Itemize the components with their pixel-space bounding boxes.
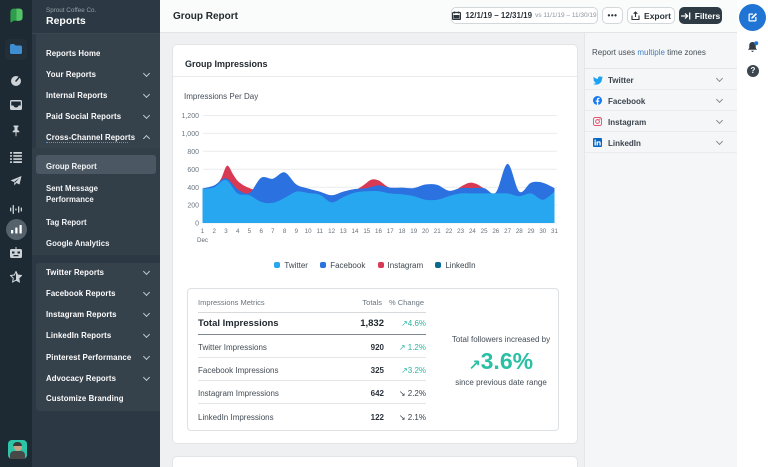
svg-text:18: 18 [399, 228, 406, 235]
svg-text:22: 22 [445, 228, 452, 235]
svg-text:13: 13 [340, 228, 347, 235]
svg-text:7: 7 [271, 228, 275, 235]
svg-text:400: 400 [187, 185, 199, 192]
svg-text:28: 28 [516, 228, 523, 235]
svg-text:19: 19 [410, 228, 417, 235]
svg-text:26: 26 [492, 228, 499, 235]
svg-text:16: 16 [375, 228, 382, 235]
svg-text:3: 3 [224, 228, 228, 235]
svg-text:8: 8 [283, 228, 287, 235]
svg-text:20: 20 [422, 228, 429, 235]
svg-text:4: 4 [236, 228, 240, 235]
svg-text:14: 14 [352, 228, 359, 235]
svg-text:0: 0 [195, 221, 199, 228]
svg-text:800: 800 [187, 149, 199, 156]
svg-text:1,000: 1,000 [181, 131, 199, 138]
svg-text:25: 25 [481, 228, 488, 235]
svg-text:Dec: Dec [197, 237, 208, 244]
svg-text:24: 24 [469, 228, 476, 235]
svg-text:9: 9 [295, 228, 299, 235]
svg-text:21: 21 [434, 228, 441, 235]
svg-text:5: 5 [248, 228, 252, 235]
svg-text:29: 29 [528, 228, 535, 235]
svg-text:600: 600 [187, 167, 199, 174]
svg-text:30: 30 [539, 228, 546, 235]
svg-text:10: 10 [305, 228, 312, 235]
svg-text:23: 23 [457, 228, 464, 235]
svg-text:2: 2 [212, 228, 216, 235]
svg-text:1,200: 1,200 [181, 113, 199, 120]
svg-text:12: 12 [328, 228, 335, 235]
svg-text:15: 15 [363, 228, 370, 235]
svg-text:17: 17 [387, 228, 394, 235]
svg-text:200: 200 [187, 203, 199, 210]
svg-text:1: 1 [201, 228, 205, 235]
svg-text:31: 31 [551, 228, 558, 235]
svg-text:27: 27 [504, 228, 511, 235]
svg-text:6: 6 [259, 228, 263, 235]
svg-text:11: 11 [317, 228, 324, 235]
